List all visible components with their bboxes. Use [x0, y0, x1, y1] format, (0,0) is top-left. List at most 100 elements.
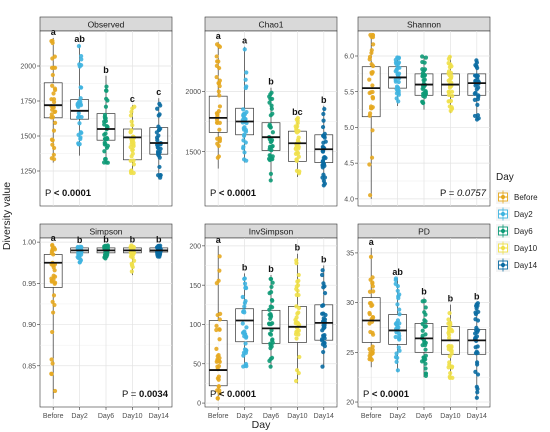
- data-point: [475, 329, 480, 335]
- data-point: [368, 329, 373, 335]
- data-point: [242, 304, 247, 309]
- data-point: [475, 102, 480, 107]
- y-tick-label: 4.0: [344, 196, 354, 203]
- p-value-annotation: P = 0.0034: [122, 389, 169, 400]
- data-point: [423, 92, 428, 97]
- data-point: [266, 156, 272, 162]
- data-point: [472, 91, 477, 96]
- data-point: [216, 278, 221, 283]
- data-point: [449, 89, 455, 94]
- significance-letter: a: [51, 27, 57, 37]
- data-point: [473, 317, 478, 322]
- data-point: [320, 268, 325, 273]
- data-point: [420, 59, 425, 65]
- data-point: [268, 356, 273, 362]
- legend-key-point: [500, 245, 506, 251]
- y-tick-label: 2000: [185, 89, 201, 96]
- x-tick-label: Day10: [287, 413, 307, 420]
- data-point: [473, 78, 478, 83]
- data-point: [214, 74, 219, 80]
- y-tick-label: 100: [189, 322, 201, 329]
- data-point: [419, 359, 425, 364]
- data-point: [268, 96, 273, 102]
- data-point: [422, 310, 427, 315]
- data-point: [217, 93, 222, 98]
- data-point: [52, 247, 58, 252]
- data-point: [397, 307, 402, 312]
- data-point: [474, 395, 479, 400]
- data-point: [129, 261, 134, 266]
- data-point: [51, 145, 57, 151]
- y-tick-label: 20: [346, 400, 354, 407]
- y-tick-label: 30: [346, 300, 354, 307]
- data-point: [130, 123, 135, 128]
- data-point: [368, 106, 374, 111]
- data-point: [321, 183, 326, 188]
- significance-letter: b: [242, 262, 248, 272]
- data-point: [240, 294, 245, 300]
- data-point: [320, 364, 325, 369]
- data-point: [395, 368, 400, 373]
- data-point: [217, 127, 222, 132]
- data-point: [217, 268, 222, 273]
- data-point: [295, 311, 300, 316]
- data-point: [49, 371, 54, 377]
- data-point: [52, 302, 57, 308]
- data-point: [243, 341, 248, 346]
- data-point: [367, 77, 372, 82]
- data-point: [474, 60, 480, 65]
- data-point: [129, 119, 134, 124]
- data-point: [294, 168, 300, 173]
- data-point: [241, 107, 246, 112]
- data-point: [446, 69, 452, 74]
- p-value-annotation: P < 0.0001: [45, 188, 92, 199]
- legend-item-day14: Day14: [496, 258, 538, 272]
- y-tick-label: 35: [346, 251, 354, 258]
- data-point: [268, 171, 274, 177]
- data-point: [423, 373, 429, 379]
- data-point: [296, 272, 301, 278]
- data-point: [243, 347, 249, 353]
- significance-letter: b: [421, 287, 427, 297]
- significance-letter: a: [369, 237, 375, 247]
- data-point: [422, 318, 427, 323]
- data-point: [79, 57, 84, 62]
- data-point: [131, 158, 136, 163]
- data-point: [244, 70, 249, 75]
- data-point: [472, 97, 477, 102]
- data-point: [268, 346, 273, 351]
- data-point: [296, 146, 301, 151]
- data-point: [215, 312, 220, 318]
- data-point: [242, 112, 248, 117]
- data-point: [321, 285, 326, 290]
- data-point: [321, 155, 326, 161]
- significance-letter: b: [295, 243, 301, 253]
- x-tick-label: Day6: [416, 413, 432, 420]
- data-point: [268, 178, 273, 183]
- data-point: [295, 130, 300, 135]
- data-point: [473, 369, 478, 374]
- data-point: [104, 84, 109, 89]
- data-point: [216, 374, 221, 379]
- data-point: [393, 277, 398, 283]
- data-point: [214, 54, 219, 59]
- data-point: [394, 359, 399, 364]
- data-point: [101, 160, 107, 165]
- data-point: [423, 332, 428, 337]
- data-point: [394, 96, 399, 101]
- data-point: [369, 48, 374, 53]
- panel-simpson: Simpson 0.85 0.90 0.95 1.00 a b b b b P = 0.0034 Be…: [22, 223, 173, 420]
- y-tick-label: 2000: [20, 64, 36, 71]
- legend-item-label: Day10: [514, 244, 538, 253]
- data-point: [396, 295, 401, 301]
- data-point: [51, 293, 57, 298]
- data-point: [52, 274, 58, 279]
- data-point: [294, 336, 299, 341]
- data-point: [423, 361, 428, 366]
- legend-item-day2: Day2: [496, 207, 533, 221]
- data-point: [396, 79, 401, 85]
- data-point: [420, 54, 425, 59]
- data-point: [215, 141, 220, 146]
- data-point: [446, 317, 451, 322]
